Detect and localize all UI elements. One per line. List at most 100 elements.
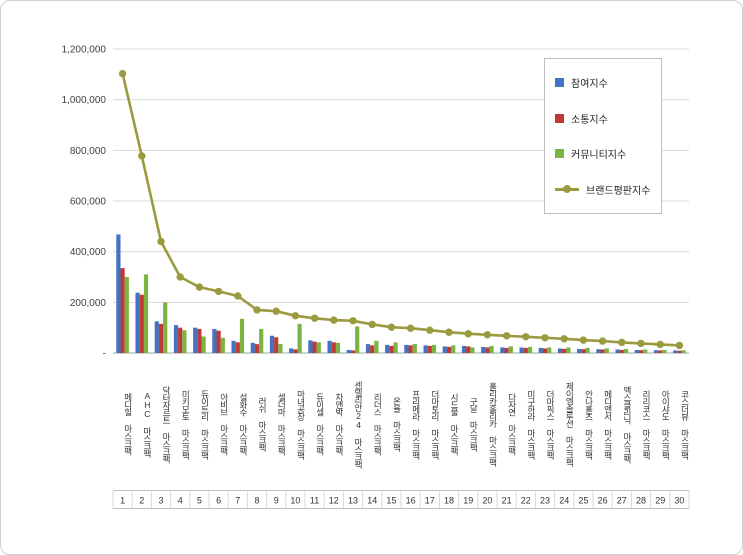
marker-브랜드평판지수-rank-11 (310, 314, 319, 322)
legend-swatch-communication-index (555, 113, 564, 123)
rank-number-label: 30 (674, 496, 684, 506)
bar-커뮤니티지수-rank-14 (374, 340, 379, 353)
rank-number-label: 4 (178, 496, 183, 506)
category-label-rank-15: 온율 마스크팩 (391, 397, 401, 451)
bar-소통지수-rank-12 (331, 342, 336, 353)
rank-number-label: 8 (254, 496, 259, 506)
marker-브랜드평판지수-rank-5 (195, 283, 204, 291)
y-axis-tick-label: 800,000 (70, 146, 107, 157)
bar-소통지수-rank-3 (158, 323, 164, 353)
bar-커뮤니티지수-rank-12 (335, 342, 341, 353)
marker-브랜드평판지수-rank-10 (291, 312, 300, 320)
bar-참여지수-rank-22 (519, 347, 524, 353)
bar-커뮤니티지수-rank-19 (470, 347, 475, 353)
bar-참여지수-rank-28 (634, 349, 639, 353)
bar-참여지수-rank-20 (481, 346, 486, 353)
y-axis-tick-label: 600,000 (70, 197, 107, 208)
marker-브랜드평판지수-rank-14 (368, 320, 376, 329)
rank-number-label: 24 (559, 496, 569, 506)
marker-브랜드평판지수-rank-24 (560, 335, 568, 343)
category-label-rank-7: 설화수 마스크팩 (238, 393, 248, 455)
rank-number-label: 2 (139, 496, 144, 506)
rank-number-label: 19 (463, 496, 473, 506)
marker-브랜드평판지수-rank-2 (138, 152, 146, 160)
category-label-rank-8: 러쉬 마스크팩 (257, 397, 267, 451)
bar-커뮤니티지수-rank-28 (643, 349, 648, 353)
bar-커뮤니티지수-rank-3 (163, 302, 168, 353)
bar-참여지수-rank-12 (327, 340, 332, 353)
bar-소통지수-rank-8 (254, 344, 260, 353)
rank-number-label: 17 (425, 496, 435, 506)
bar-소통지수-rank-29 (658, 350, 663, 353)
bar-참여지수-rank-29 (653, 350, 659, 353)
bar-커뮤니티지수-rank-15 (393, 342, 398, 353)
category-label-rank-29: 아이샤도 마스크팩 (660, 389, 670, 459)
marker-브랜드평판지수-rank-3 (157, 237, 165, 246)
rank-number-label: 25 (578, 496, 588, 506)
category-label-rank-1: 메디힐 마스크팩 (123, 393, 133, 455)
bar-커뮤니티지수-rank-29 (662, 349, 667, 353)
bar-참여지수-rank-25 (577, 348, 582, 353)
y-axis-tick-label: - (103, 349, 106, 360)
bar-커뮤니티지수-rank-8 (259, 328, 264, 353)
rank-number-label: 22 (521, 496, 531, 506)
bar-참여지수-rank-21 (500, 347, 505, 353)
legend-item-participation-index: 참여지수 (555, 75, 651, 90)
category-label-rank-24: 제이엠솔루션 마스크팩 (564, 382, 574, 466)
bar-소통지수-rank-18 (446, 346, 452, 353)
marker-브랜드평판지수-rank-9 (272, 307, 280, 315)
bar-커뮤니티지수-rank-13 (355, 326, 360, 353)
marker-브랜드평판지수-rank-6 (214, 287, 223, 296)
category-label-rank-26: 메디앤서 마스크팩 (603, 389, 613, 459)
marker-브랜드평판지수-rank-25 (579, 336, 588, 344)
marker-브랜드평판지수-rank-19 (464, 330, 472, 338)
rank-number-label: 9 (274, 496, 279, 506)
bar-참여지수-rank-30 (673, 350, 678, 353)
category-label-rank-11: 듀이셀 마스크팩 (315, 393, 325, 455)
rank-number-label: 21 (502, 496, 512, 506)
bar-참여지수-rank-26 (596, 349, 601, 353)
bar-소통지수-rank-22 (523, 347, 528, 353)
bar-참여지수-rank-10 (289, 348, 294, 353)
rank-number-label: 29 (655, 496, 665, 506)
category-label-rank-4: 미키모토 마스크팩 (180, 389, 190, 459)
category-label-rank-2: AHC 마스크팩 (142, 391, 152, 457)
bar-커뮤니티지수-rank-7 (239, 318, 245, 353)
bar-커뮤니티지수-rank-11 (316, 342, 321, 353)
bar-소통지수-rank-9 (274, 337, 279, 353)
bar-소통지수-rank-14 (370, 345, 375, 353)
bar-참여지수-rank-8 (250, 342, 255, 353)
bar-소통지수-rank-28 (638, 350, 644, 353)
legend-item-brand-reputation-index: 브랜드평판지수 (555, 182, 651, 197)
bar-소통지수-rank-30 (677, 350, 682, 353)
bar-커뮤니티지수-rank-6 (220, 337, 225, 353)
bar-소통지수-rank-27 (619, 349, 624, 353)
bar-소통지수-rank-23 (542, 348, 548, 353)
bar-소통지수-rank-21 (504, 347, 509, 353)
bar-참여지수-rank-9 (269, 335, 275, 353)
rank-number-label: 12 (329, 496, 339, 506)
marker-브랜드평판지수-rank-12 (330, 316, 338, 324)
bar-커뮤니티지수-rank-5 (201, 336, 206, 353)
rank-number-label: 15 (386, 496, 396, 506)
marker-브랜드평판지수-rank-28 (637, 339, 645, 348)
marker-브랜드평판지수-rank-4 (176, 273, 184, 281)
legend-label-community-index: 커뮤니티지수 (571, 150, 627, 162)
marker-브랜드평판지수-rank-27 (618, 338, 626, 347)
bar-참여지수-rank-27 (615, 349, 620, 353)
bar-소통지수-rank-4 (178, 327, 183, 353)
legend-item-community-index: 커뮤니티지수 (555, 146, 651, 161)
legend-label-brand-reputation-index: 브랜드평판지수 (586, 185, 651, 197)
marker-브랜드평판지수-rank-23 (541, 334, 549, 342)
bar-커뮤니티지수-rank-27 (623, 348, 629, 353)
bar-소통지수-rank-10 (293, 349, 298, 353)
marker-브랜드평판지수-rank-16 (406, 324, 415, 332)
category-label-rank-20: 홀리카홀리카 마스크팩 (487, 382, 497, 466)
bar-참여지수-rank-14 (365, 344, 371, 353)
category-label-rank-6: 아비브 마스크팩 (219, 393, 229, 455)
chart-legend: 참여지수 소통지수 커뮤니티지수 브랜드평판지수 (544, 58, 662, 214)
category-label-rank-18: 시드물 마스크팩 (449, 393, 459, 455)
marker-브랜드평판지수-rank-29 (656, 340, 664, 349)
category-label-rank-5: 듀이트리 마스크팩 (199, 389, 209, 459)
